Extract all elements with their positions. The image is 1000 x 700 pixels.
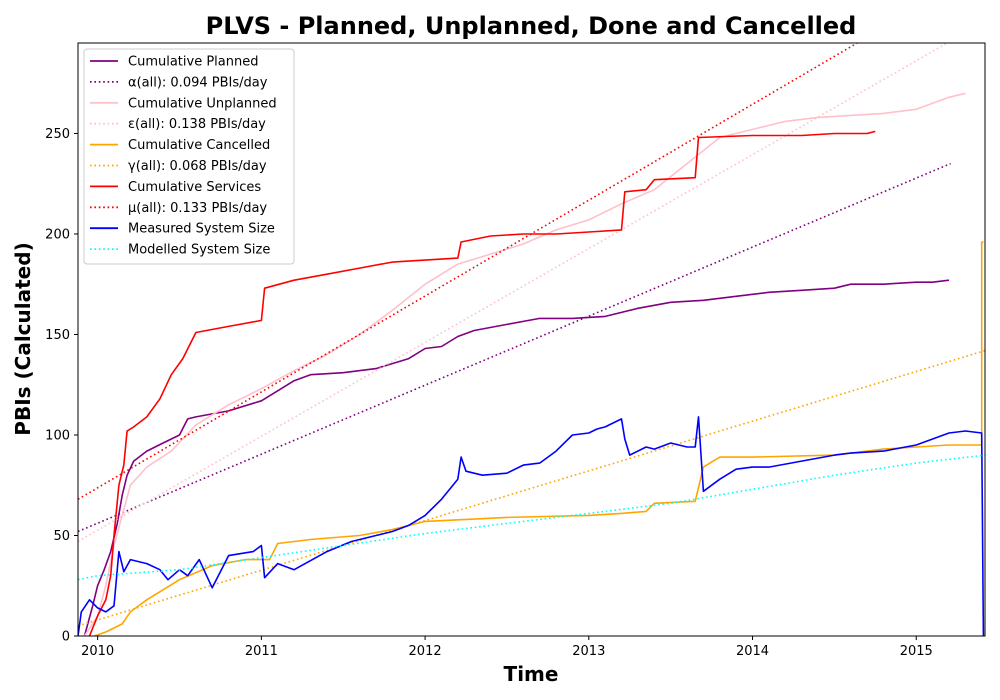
legend-label-3: ε(all): 0.138 PBIs/day [128,117,266,132]
series-line-8 [78,416,985,636]
legend-label-0: Cumulative Planned [128,55,258,70]
x-tick-label-3: 2013 [572,644,605,659]
legend-label-9: Modelled System Size [128,243,270,258]
legend-label-4: Cumulative Cancelled [128,138,270,153]
legend-box [83,48,295,265]
legend-label-8: Measured System Size [128,222,275,237]
series-line-9 [78,454,985,581]
y-tick-label-2: 100 [45,428,70,443]
y-tick-label-5: 250 [45,127,70,142]
series-line-3 [78,43,949,543]
y-tick-label-0: 0 [62,630,70,645]
legend-label-6: Cumulative Services [128,180,261,195]
y-tick-label-1: 50 [53,529,70,544]
plot-area [78,43,985,636]
legend: Cumulative Planned α(all): 0.094 PBIs/day… [83,48,295,265]
x-tick-label-4: 2014 [736,644,769,659]
series-line-0 [83,279,950,636]
plot-frame [77,42,986,637]
x-tick-label-0: 2010 [81,644,114,659]
x-tick-label-5: 2015 [900,644,933,659]
series-line-1 [78,162,951,533]
y-tick-label-4: 200 [45,227,70,242]
y-tick-label-3: 150 [45,328,70,343]
legend-label-2: Cumulative Unplanned [128,96,277,111]
x-tick-label-1: 2011 [245,644,278,659]
x-tick-label-2: 2012 [409,644,442,659]
series-line-7 [78,43,859,500]
legend-label-5: γ(all): 0.068 PBIs/day [128,159,267,174]
x-axis-label: Time [504,662,559,686]
y-axis: 0 50 100 150 200 250 [45,127,78,645]
series-line-6 [88,130,876,636]
y-axis-label: PBIs (Calculated) [11,242,35,435]
chart-title: PLVS - Planned, Unplanned, Done and Canc… [206,12,857,40]
series-line-2 [83,92,966,636]
legend-label-7: μ(all): 0.133 PBIs/day [128,201,267,216]
x-axis: 2010 2011 2012 2013 2014 2015 [81,636,933,659]
legend-label-1: α(all): 0.094 PBIs/day [128,75,268,90]
series-line-4 [94,241,984,636]
